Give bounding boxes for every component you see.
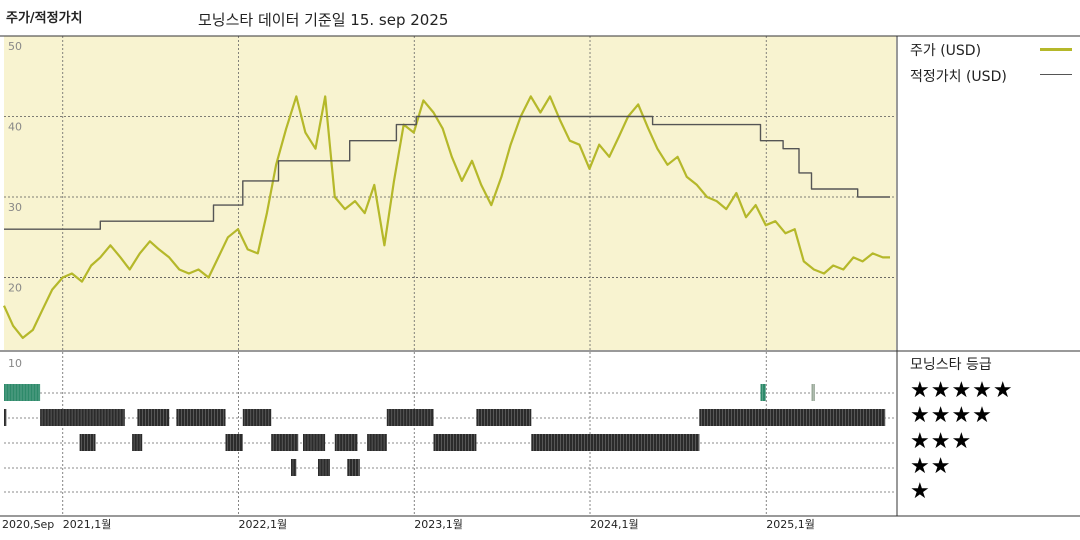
rating-axis-label: 10	[8, 357, 22, 370]
fair-value-series-line	[4, 115, 890, 230]
x-tick-labels: 2020,Sep 2021,1월 2022,1월 2023,1월 2024,1월 2025…	[2, 518, 815, 531]
series-layer	[2, 95, 890, 339]
rating-4-star-segment	[699, 409, 886, 426]
rating-5-star-segment	[811, 384, 815, 401]
rating-2-star-segment	[291, 459, 297, 476]
rating-1-star: ★	[910, 479, 931, 504]
rating-4-star-segment	[176, 409, 226, 426]
x-tick-label: 2025,1월	[766, 518, 815, 531]
x-tick-label: 2024,1월	[590, 518, 639, 531]
rating-3-stars: ★★★	[910, 429, 973, 454]
rating-5-star-segment	[4, 384, 41, 401]
y-tick-label: 20	[8, 282, 22, 295]
x-tick-label: 2022,1월	[239, 518, 288, 531]
rating-3-star-segment	[271, 434, 299, 451]
frame	[0, 35, 1080, 517]
y-tick-label: 40	[8, 121, 22, 134]
rating-4-star-segment	[476, 409, 532, 426]
rating-5-star-segment	[760, 384, 766, 401]
price-plot-background	[4, 36, 896, 350]
rating-3-star-segment	[303, 434, 326, 451]
rating-4-star-segment	[137, 409, 170, 426]
rating-4-star-segment	[40, 409, 125, 426]
rating-2-star-segment	[347, 459, 360, 476]
rating-3-star-segment	[531, 434, 700, 451]
x-tick-label: 2021,1월	[63, 518, 112, 531]
y-tick-label: 30	[8, 201, 22, 214]
rating-4-stars: ★★★★	[910, 403, 993, 428]
rating-3-star-segment	[132, 434, 143, 451]
rating-5-stars: ★★★★★	[910, 378, 1014, 403]
legend-price-swatch	[1040, 48, 1072, 51]
price-series-line	[2, 95, 890, 339]
rating-3-star-segment	[334, 434, 358, 451]
rating-panel-title: 모닝스타 등급	[910, 357, 992, 373]
rating-layer	[4, 384, 886, 476]
rating-3-star-segment	[367, 434, 387, 451]
rating-2-star-segment	[318, 459, 330, 476]
rating-3-star-segment	[433, 434, 477, 451]
rating-4-star-segment	[242, 409, 272, 426]
x-tick-label: 2023,1월	[414, 518, 463, 531]
rating-3-star-segment	[225, 434, 243, 451]
x-tick-label: 2020,Sep	[2, 518, 54, 531]
rating-3-star-segment	[79, 434, 96, 451]
chart-title: 주가/적정가치	[6, 11, 83, 26]
y-tick-label: 50	[8, 40, 22, 53]
data-date-subtitle: 모닝스타 데이터 기준일 15. sep 2025	[198, 11, 449, 29]
rating-2-stars: ★★	[910, 454, 952, 479]
legend-fair-swatch	[1040, 74, 1072, 75]
y-tick-labels: 50 40 30 20	[8, 40, 22, 295]
rating-4-star-segment	[4, 409, 7, 426]
rating-4-star-segment	[386, 409, 434, 426]
legend-fair-label: 적정가치 (USD)	[910, 69, 1007, 85]
legend-price-label: 주가 (USD)	[910, 43, 982, 59]
